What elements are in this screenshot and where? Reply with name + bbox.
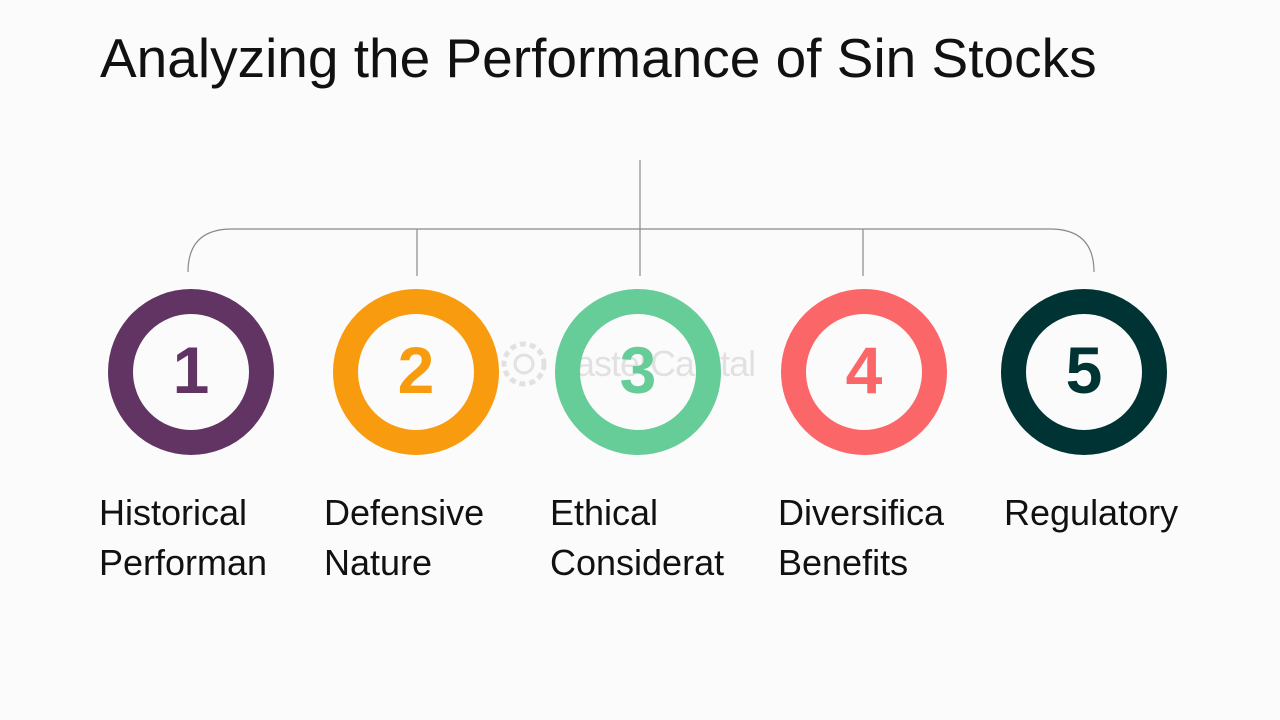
step-2-label-line-1: Defensive xyxy=(324,492,485,533)
page-title: Analyzing the Performance of Sin Stocks xyxy=(100,27,1097,89)
step-3-circle: 3 xyxy=(555,289,721,455)
step-3-label-line-1: Ethical xyxy=(550,492,659,533)
step-3-label-line-2: Considerat xyxy=(550,542,725,583)
step-1-label-line-2: Performan xyxy=(99,542,268,583)
step-4-circle: 4 xyxy=(781,289,947,455)
step-4-label-line-1: Diversifica xyxy=(778,492,945,533)
step-5-label-line-1: Regulatory xyxy=(1004,492,1179,533)
step-2-circle: 2 xyxy=(333,289,499,455)
step-4-label-line-2: Benefits xyxy=(778,542,909,583)
step-1-label: Historical Performan xyxy=(99,488,281,588)
step-1-label-line-1: Historical xyxy=(99,492,248,533)
step-1-circle: 1 xyxy=(108,289,274,455)
step-3-number: 3 xyxy=(619,333,657,407)
step-5-label: Regulatory xyxy=(1004,488,1186,538)
step-1-number: 1 xyxy=(172,333,210,407)
step-2-number: 2 xyxy=(397,333,435,407)
step-4-label: Diversifica Benefits xyxy=(778,488,960,588)
watermark-logo-icon xyxy=(501,341,547,387)
connector-bar xyxy=(187,228,1095,273)
step-4-number: 4 xyxy=(845,333,883,407)
step-2-label-line-2: Nature xyxy=(324,542,433,583)
step-5-number: 5 xyxy=(1065,333,1103,407)
step-5-circle: 5 xyxy=(1001,289,1167,455)
step-3-label: Ethical Considerat xyxy=(550,488,732,588)
step-2-label: Defensive Nature xyxy=(324,488,506,588)
